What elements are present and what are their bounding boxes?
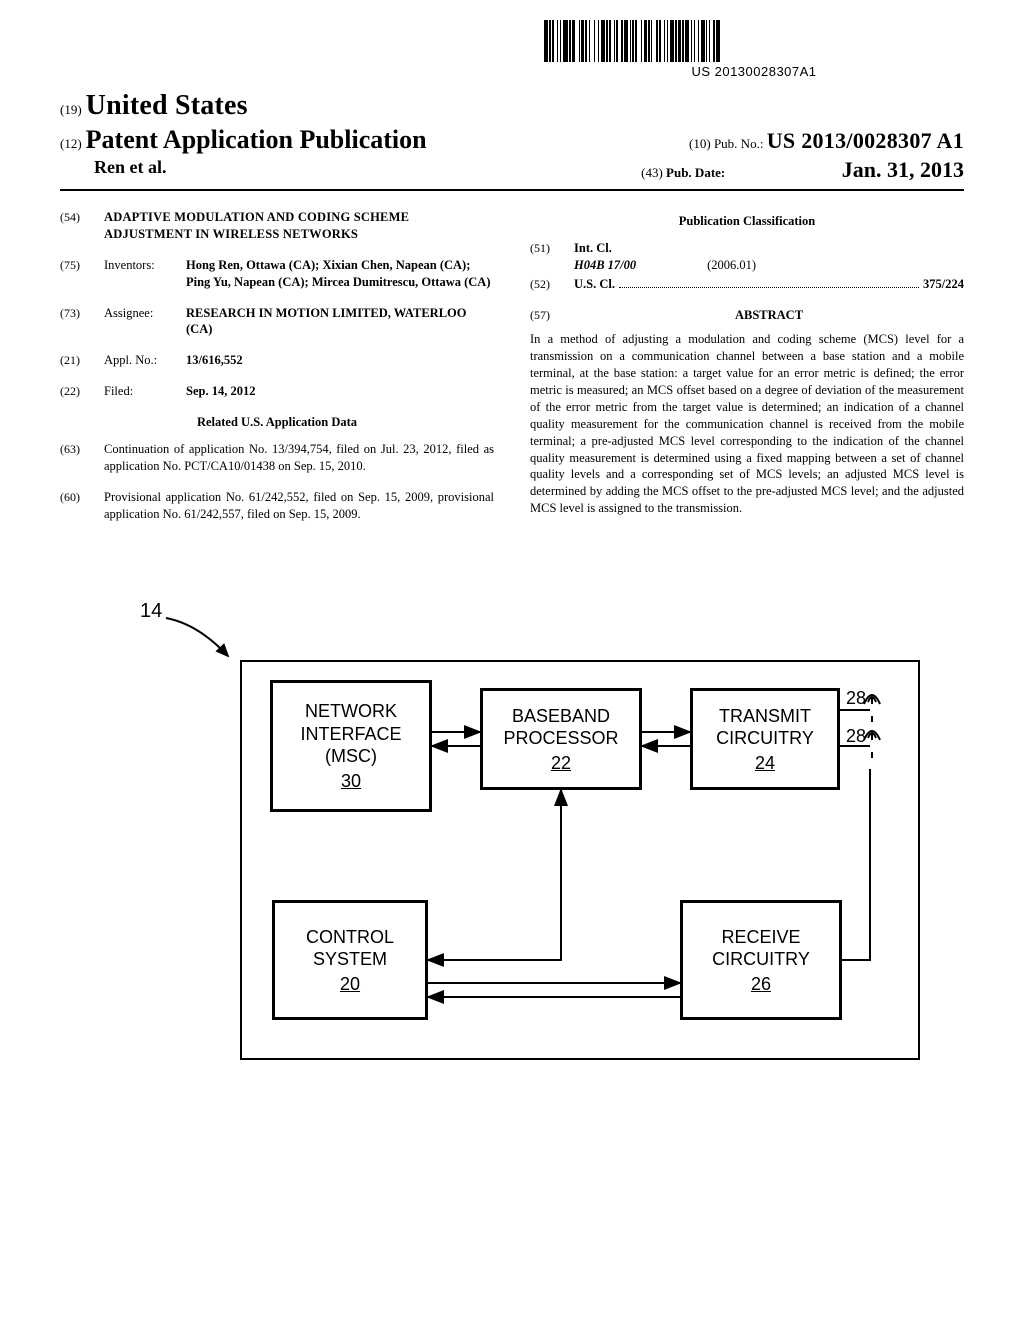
pub-class-head: Publication Classification xyxy=(530,213,964,230)
author-line: Ren et al. (43) Pub. Date: Jan. 31, 2013 xyxy=(60,157,964,183)
country-line: (19) United States xyxy=(60,90,964,122)
prov-code: (60) xyxy=(60,489,94,523)
abstract-code: (57) xyxy=(530,307,564,324)
appl-no: 13/616,552 xyxy=(186,352,494,369)
dot-leader xyxy=(619,276,919,287)
inventors-code: (75) xyxy=(60,257,94,291)
authors: Ren et al. xyxy=(60,157,166,183)
intcl-class: H04B 17/00 xyxy=(574,257,704,274)
inventors-body: Hong Ren, Ottawa (CA); Xixian Chen, Nape… xyxy=(186,257,494,291)
related-head: Related U.S. Application Data xyxy=(60,414,494,431)
divider xyxy=(60,189,964,191)
pub-date-code: (43) xyxy=(641,165,663,180)
abstract-head: ABSTRACT xyxy=(574,307,964,324)
pub-date-label: Pub. Date: xyxy=(666,165,725,180)
pub-date-block: (43) Pub. Date: Jan. 31, 2013 xyxy=(641,157,964,183)
title-code: (54) xyxy=(60,209,94,243)
provisional-row: (60) Provisional application No. 61/242,… xyxy=(60,489,494,523)
invention-title: ADAPTIVE MODULATION AND CODING SCHEME AD… xyxy=(104,209,494,243)
filed-row: (22) Filed: Sep. 14, 2012 xyxy=(60,383,494,400)
appl-row: (21) Appl. No.: 13/616,552 xyxy=(60,352,494,369)
inventors-label: Inventors: xyxy=(104,257,176,291)
intcl-line: H04B 17/00 (2006.01) xyxy=(574,257,964,274)
intcl-code: (51) xyxy=(530,240,564,274)
inventors-text: Hong Ren, Ottawa (CA); Xixian Chen, Nape… xyxy=(186,258,490,289)
pub-right: (10) Pub. No.: US 2013/0028307 A1 xyxy=(689,124,964,157)
appl-label: Appl. No.: xyxy=(104,352,176,369)
pub-title: Patent Application Publication xyxy=(86,125,427,154)
appl-code: (21) xyxy=(60,352,94,369)
pub-code: (12) xyxy=(60,136,82,151)
body-columns: (54) ADAPTIVE MODULATION AND CODING SCHE… xyxy=(60,209,964,536)
pub-no: US 2013/0028307 A1 xyxy=(767,128,964,153)
pub-no-code: (10) xyxy=(689,136,711,151)
header: (19) United States (12) Patent Applicati… xyxy=(60,90,964,183)
assignee-text: RESEARCH IN MOTION LIMITED, WATERLOO (CA… xyxy=(186,305,494,339)
cont-text: Continuation of application No. 13/394,7… xyxy=(104,441,494,475)
inventors-row: (75) Inventors: Hong Ren, Ottawa (CA); X… xyxy=(60,257,494,291)
abstract-text: In a method of adjusting a modulation an… xyxy=(530,331,964,517)
pub-left: (12) Patent Application Publication xyxy=(60,125,427,155)
abstract-head-row: (57) ABSTRACT xyxy=(530,307,964,324)
pub-date: Jan. 31, 2013 xyxy=(842,157,964,182)
continuation-row: (63) Continuation of application No. 13/… xyxy=(60,441,494,475)
connector-arrows xyxy=(60,560,960,1080)
publication-line: (12) Patent Application Publication (10)… xyxy=(60,124,964,157)
cont-code: (63) xyxy=(60,441,94,475)
country-name: United States xyxy=(86,90,248,121)
uscl-code: (52) xyxy=(530,276,564,293)
barcode-text: US 20130028307A1 xyxy=(544,64,964,79)
left-column: (54) ADAPTIVE MODULATION AND CODING SCHE… xyxy=(60,209,494,536)
filed-label: Filed: xyxy=(104,383,176,400)
uscl-row: (52) U.S. Cl. 375/224 xyxy=(530,276,964,293)
assignee-code: (73) xyxy=(60,305,94,339)
pub-no-label: Pub. No.: xyxy=(714,136,763,151)
uscl-body: U.S. Cl. 375/224 xyxy=(574,276,964,293)
intcl-body: Int. Cl. H04B 17/00 (2006.01) xyxy=(574,240,964,274)
prov-text: Provisional application No. 61/242,552, … xyxy=(104,489,494,523)
intcl-label: Int. Cl. xyxy=(574,240,964,257)
block-diagram: 14 NETWORKINTERFACE(MSC)30 BASEBANDPROCE… xyxy=(60,560,964,1080)
filed-date: Sep. 14, 2012 xyxy=(186,383,494,400)
barcode-block: US 20130028307A1 xyxy=(544,20,964,79)
uscl-label: U.S. Cl. xyxy=(574,276,615,293)
title-row: (54) ADAPTIVE MODULATION AND CODING SCHE… xyxy=(60,209,494,243)
intcl-date: (2006.01) xyxy=(707,258,756,272)
uscl-value: 375/224 xyxy=(923,276,964,293)
filed-code: (22) xyxy=(60,383,94,400)
country-code: (19) xyxy=(60,102,82,117)
assignee-row: (73) Assignee: RESEARCH IN MOTION LIMITE… xyxy=(60,305,494,339)
antenna-label-2: 28 xyxy=(846,726,866,747)
intcl-row: (51) Int. Cl. H04B 17/00 (2006.01) xyxy=(530,240,964,274)
barcode xyxy=(544,20,964,62)
right-column: Publication Classification (51) Int. Cl.… xyxy=(530,209,964,536)
antenna-label-1: 28 xyxy=(846,688,866,709)
assignee-label: Assignee: xyxy=(104,305,176,339)
